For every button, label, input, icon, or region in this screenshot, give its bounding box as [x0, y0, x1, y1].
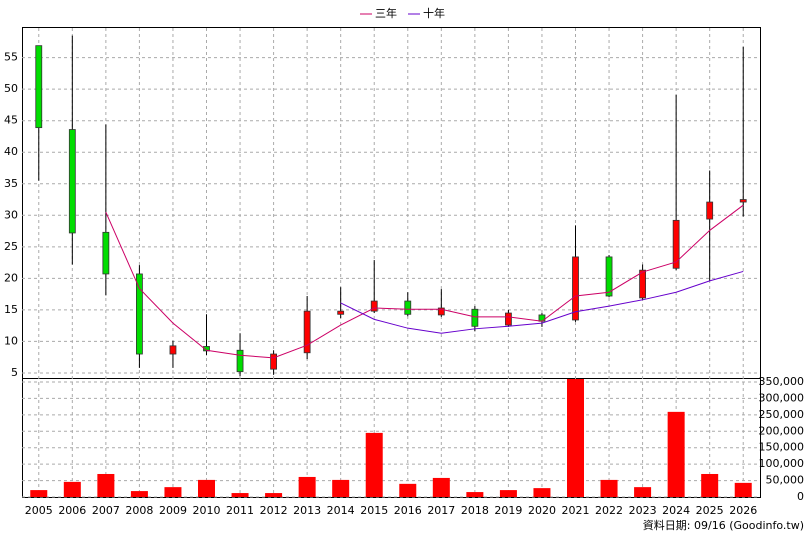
x-tick-label: 2006: [58, 504, 86, 517]
volume-bar: [701, 473, 719, 497]
volume-bar: [399, 483, 417, 497]
candle-body: [739, 199, 747, 203]
y-tick-label: 35: [4, 177, 18, 190]
y-tick-label: 150,000: [759, 441, 805, 454]
candle-body: [236, 349, 244, 373]
volume-bar: [634, 487, 652, 497]
x-tick-label: 2016: [394, 504, 422, 517]
ma-line: [105, 204, 744, 359]
volume-bar: [198, 479, 215, 497]
x-tick-label: 2011: [226, 504, 254, 517]
candle-body: [169, 345, 177, 355]
x-tick-label: 2019: [494, 504, 522, 517]
y-tick-label: 30: [4, 208, 18, 221]
candle-body: [203, 346, 210, 352]
volume-bar: [30, 490, 48, 497]
candle-body: [471, 308, 479, 327]
volume-bar: [164, 487, 182, 497]
volume-bar: [667, 411, 685, 497]
volume-bar: [332, 479, 350, 497]
volume-bar: [432, 477, 450, 497]
candle-body: [605, 256, 613, 297]
volume-bar: [365, 432, 383, 497]
y-tick-label: 40: [4, 145, 18, 158]
price-panel: [22, 27, 761, 379]
candle-body: [572, 256, 579, 321]
candle-body: [136, 273, 143, 355]
x-tick-label: 2026: [729, 504, 757, 517]
y-tick-label: 300,000: [759, 391, 805, 404]
x-tick-label: 2012: [260, 504, 288, 517]
volume-bar: [499, 490, 517, 497]
legend-label: 十年: [423, 6, 445, 20]
candle-body: [538, 314, 546, 322]
footer: 資料日期: 09/16 (Goodinfo.tw): [643, 518, 804, 532]
candle-body: [68, 129, 76, 234]
y-tick-label: 250,000: [759, 408, 805, 421]
y-tick-label: 350,000: [759, 375, 805, 388]
y-tick-label: 100,000: [759, 457, 805, 470]
volume-bar: [265, 493, 283, 497]
y-tick-label: 45: [4, 114, 18, 127]
x-tick-label: 2007: [92, 504, 120, 517]
x-tick-label: 2008: [125, 504, 153, 517]
volume-bar: [600, 479, 618, 497]
x-tick-label: 2014: [327, 504, 355, 517]
volume-bar: [130, 491, 148, 497]
candle-body: [35, 45, 43, 129]
volume-panel: [22, 378, 761, 498]
candle-body: [404, 300, 412, 315]
volume-bar: [567, 378, 584, 497]
candle-body: [706, 201, 714, 220]
ma-line: [340, 270, 744, 334]
y-tick-label: 25: [4, 240, 18, 253]
x-tick-label: 2024: [662, 504, 690, 517]
y-tick-label: 55: [4, 51, 18, 64]
volume-bar: [298, 476, 316, 497]
x-tick-label: 2015: [360, 504, 388, 517]
candle-body: [672, 219, 680, 269]
candle-body: [102, 231, 110, 275]
candle-body: [303, 310, 311, 354]
x-tick-label: 2005: [25, 504, 53, 517]
y-tick-label: 15: [4, 303, 18, 316]
candle-body: [270, 353, 277, 370]
x-tick-label: 2021: [562, 504, 590, 517]
legend-label: 三年: [375, 6, 397, 20]
x-tick-label: 2009: [159, 504, 187, 517]
candle-body: [639, 269, 646, 299]
y-tick-label: 50: [4, 82, 18, 95]
x-tick-label: 2022: [595, 504, 623, 517]
volume-bar: [466, 492, 484, 497]
candle-body: [437, 307, 445, 316]
y-tick-label: 10: [4, 334, 18, 347]
volume-bar: [734, 482, 752, 497]
x-tick-label: 2020: [528, 504, 556, 517]
y-tick-label: 50,000: [766, 474, 805, 487]
y-tick-label: 200,000: [759, 424, 805, 437]
candle-body: [505, 312, 512, 326]
candle-body: [370, 300, 378, 312]
volume-bar: [533, 488, 551, 497]
x-tick-label: 2025: [696, 504, 724, 517]
volume-bar: [63, 481, 81, 497]
y-tick-label: 5: [11, 366, 18, 379]
volume-bar: [231, 493, 249, 497]
x-tick-label: 2018: [461, 504, 489, 517]
x-tick-label: 2013: [293, 504, 321, 517]
y-tick-label: 20: [4, 271, 18, 284]
x-tick-label: 2010: [193, 504, 221, 517]
candle-body: [337, 310, 345, 315]
x-tick-label: 2017: [427, 504, 455, 517]
volume-bar: [97, 473, 115, 497]
x-tick-label: 2023: [629, 504, 657, 517]
y-tick-label: 0: [797, 490, 804, 503]
